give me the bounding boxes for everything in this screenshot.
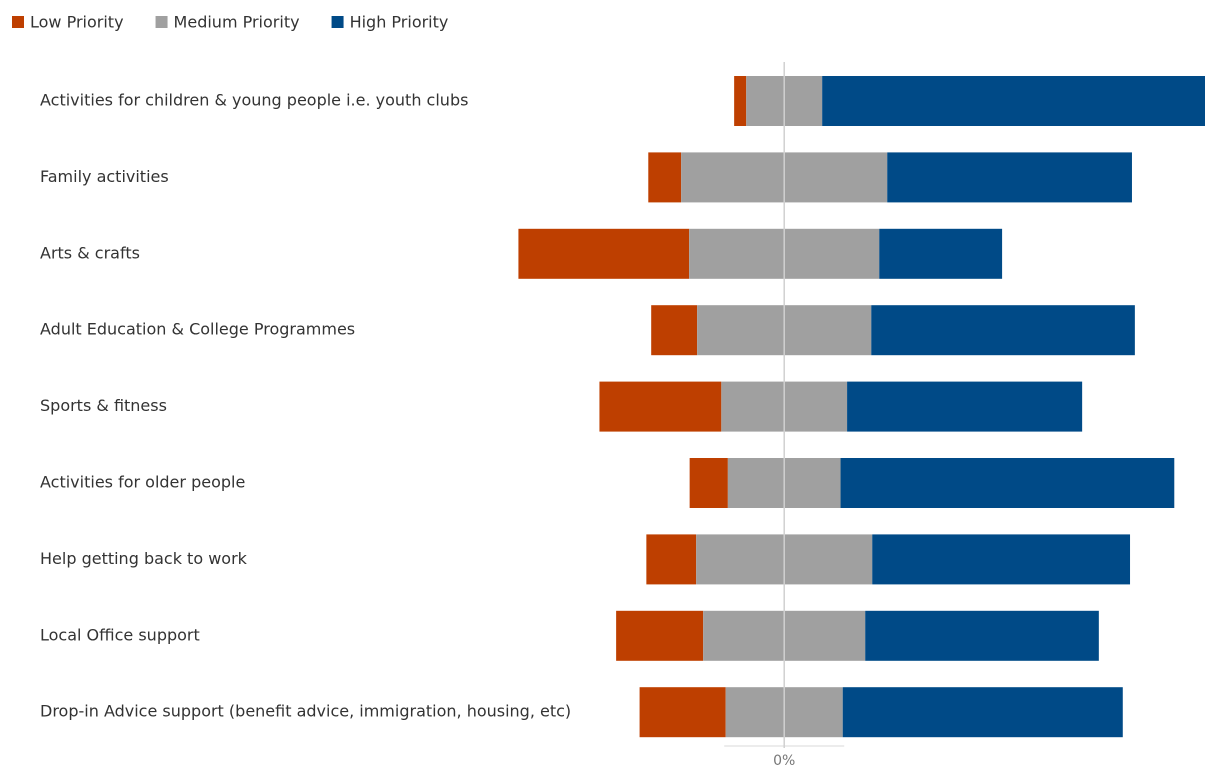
category-label: Help getting back to work (40, 549, 248, 568)
category-label: Drop-in Advice support (benefit advice, … (40, 702, 571, 721)
bar-segment (840, 458, 1175, 508)
bar-segment (734, 76, 747, 126)
bar-segment (871, 305, 1135, 356)
bar-segment (879, 228, 1003, 279)
bar-segment (872, 534, 1131, 585)
bar-segment (847, 381, 1083, 432)
legend-swatch (155, 16, 168, 28)
bar-segment (646, 534, 697, 585)
bar-segment (887, 152, 1132, 203)
category-label: Activities for children & young people i… (40, 91, 468, 110)
category-label: Adult Education & College Programmes (40, 320, 355, 339)
x-tick-label: 0% (773, 753, 795, 768)
category-label: Arts & crafts (40, 243, 140, 262)
bar-segment (616, 610, 704, 661)
category-label: Activities for older people (40, 473, 245, 492)
category-label: Sports & fitness (40, 396, 167, 415)
bar-segment (865, 610, 1099, 661)
bar-segment (651, 305, 698, 356)
bar-segment (822, 76, 1205, 126)
bar-segment (518, 228, 690, 279)
bar-segment (842, 687, 1123, 738)
category-label: Family activities (40, 167, 169, 186)
legend-swatch (331, 16, 344, 28)
legend-label: Medium Priority (174, 13, 300, 32)
bar-segment (689, 458, 728, 508)
legend-label: High Priority (350, 13, 449, 32)
category-label: Local Office support (40, 625, 200, 644)
bar-segment (639, 687, 726, 738)
bar-segment (648, 152, 682, 203)
legend-label: Low Priority (30, 13, 124, 32)
legend-swatch (12, 16, 24, 28)
bar-segment (599, 381, 722, 432)
plot-area (518, 76, 1205, 738)
